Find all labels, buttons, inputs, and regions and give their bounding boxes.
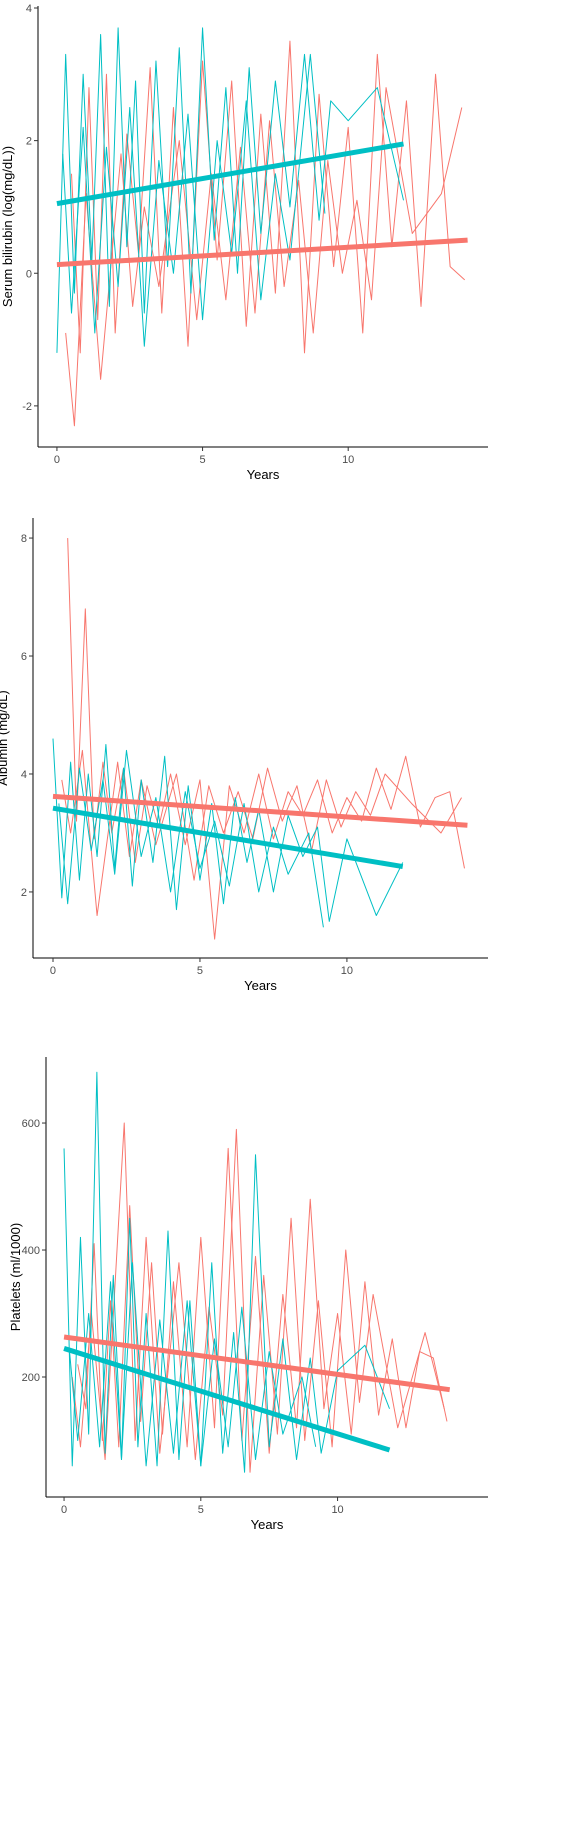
y-tick-label: 6 [21,651,27,663]
y-tick-label: 4 [26,3,32,15]
panel: 2 4 6 8 0 5 10 Years Albumin (mg/dL) [0,518,488,993]
x-tick-label: 10 [331,1504,343,1516]
subject-line [69,1262,317,1467]
x-axis-title: Years [247,467,280,482]
y-tick-label: 4 [21,769,27,781]
subject-line [56,27,405,353]
x-tick-label: 0 [54,454,60,466]
x-tick-label: 10 [341,965,353,977]
y-tick-label: 0 [26,268,32,280]
trend-line [52,805,404,870]
x-axis-title: Years [244,978,277,993]
subject-line [62,53,326,347]
x-tick-label: 0 [50,965,56,977]
trend-line [56,141,404,207]
x-axis-title: Years [251,1517,284,1532]
y-tick-label: 8 [21,533,27,545]
y-tick-label: 200 [22,1372,40,1384]
subject-line [65,87,463,427]
y-axis-title: Platelets (ml/1000) [8,1223,23,1331]
panel: 200 400 600 0 5 10 Years Platelets (ml/1000) [8,1057,488,1532]
y-tick-label: 2 [26,136,32,148]
subject-line [58,749,324,928]
y-axis-title: Albumin (mg/dL) [0,690,10,785]
trend-line [63,1346,391,1453]
y-tick-label: 400 [22,1245,40,1257]
x-tick-label: 5 [200,454,206,466]
x-tick-label: 5 [198,1504,204,1516]
y-tick-label: 600 [22,1118,40,1130]
x-tick-label: 5 [197,965,203,977]
y-tick-label: 2 [21,887,27,899]
trend-line [63,1334,451,1393]
y-axis-title: Serum bilirubin (log(mg/dL)) [0,146,15,307]
y-tick-label: -2 [22,401,32,413]
panel: -2 0 2 4 0 5 10 Years Serum bilirubin (log(mg/dL… [0,3,488,482]
x-tick-label: 10 [342,454,354,466]
trend-line [52,793,468,828]
subject-line [67,538,465,940]
subject-line [63,1071,390,1473]
trend-line [56,237,468,268]
subject-line [52,738,404,922]
x-tick-label: 0 [61,1504,67,1516]
